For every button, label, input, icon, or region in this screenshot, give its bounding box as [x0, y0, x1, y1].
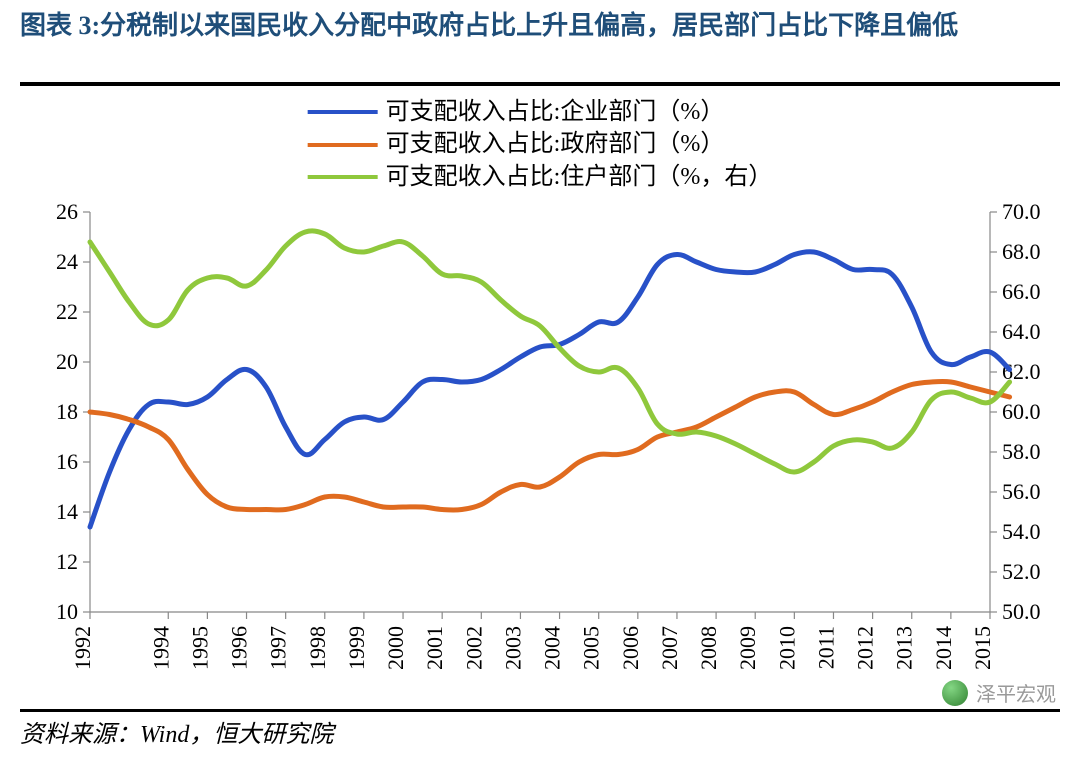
svg-text:1996: 1996 [227, 626, 252, 670]
svg-text:54.0: 54.0 [1002, 519, 1041, 544]
legend-item: 可支配收入占比:住户部门（%，右） [308, 161, 773, 193]
svg-text:2001: 2001 [422, 626, 447, 670]
chart-title: 图表 3:分税制以来国民收入分配中政府占比上升且偏高，居民部门占比下降且偏低 [20, 8, 1060, 43]
series-government [90, 381, 1010, 510]
svg-text:1992: 1992 [70, 626, 95, 670]
legend-label: 可支配收入占比:企业部门（%） [386, 96, 725, 128]
legend-item: 可支配收入占比:政府部门（%） [308, 128, 773, 160]
svg-text:26: 26 [56, 199, 78, 224]
watermark: 泽平宏观 [942, 678, 1056, 707]
source-divider [20, 709, 1060, 712]
svg-text:1995: 1995 [187, 626, 212, 670]
svg-text:2014: 2014 [931, 626, 956, 670]
svg-text:68.0: 68.0 [1002, 239, 1041, 264]
svg-text:1997: 1997 [266, 626, 291, 670]
svg-text:2006: 2006 [618, 626, 643, 670]
svg-text:60.0: 60.0 [1002, 399, 1041, 424]
svg-text:14: 14 [56, 499, 78, 524]
legend-label: 可支配收入占比:住户部门（%，右） [386, 161, 773, 193]
watermark-text: 泽平宏观 [976, 678, 1056, 707]
svg-text:52.0: 52.0 [1002, 559, 1041, 584]
svg-text:18: 18 [56, 399, 78, 424]
svg-text:2008: 2008 [696, 626, 721, 670]
svg-text:2007: 2007 [657, 626, 682, 670]
legend-swatch-household [308, 175, 378, 179]
svg-text:2013: 2013 [892, 626, 917, 670]
legend-swatch-government [308, 143, 378, 147]
legend-label: 可支配收入占比:政府部门（%） [386, 128, 725, 160]
svg-text:1994: 1994 [148, 626, 173, 670]
svg-text:58.0: 58.0 [1002, 439, 1041, 464]
svg-text:1998: 1998 [305, 626, 330, 670]
svg-text:2005: 2005 [579, 626, 604, 670]
svg-text:2015: 2015 [970, 626, 995, 670]
svg-text:50.0: 50.0 [1002, 599, 1041, 624]
legend-swatch-enterprise [308, 110, 378, 114]
svg-text:62.0: 62.0 [1002, 359, 1041, 384]
svg-text:24: 24 [56, 249, 78, 274]
title-divider [20, 82, 1060, 86]
svg-text:2000: 2000 [383, 626, 408, 670]
svg-text:2009: 2009 [735, 626, 760, 670]
svg-text:2010: 2010 [774, 626, 799, 670]
watermark-icon [942, 680, 968, 706]
svg-text:70.0: 70.0 [1002, 199, 1041, 224]
svg-text:20: 20 [56, 349, 78, 374]
svg-text:64.0: 64.0 [1002, 319, 1041, 344]
svg-text:2002: 2002 [461, 626, 486, 670]
svg-text:66.0: 66.0 [1002, 279, 1041, 304]
svg-text:22: 22 [56, 299, 78, 324]
svg-text:2003: 2003 [500, 626, 525, 670]
svg-text:56.0: 56.0 [1002, 479, 1041, 504]
svg-text:2012: 2012 [853, 626, 878, 670]
svg-text:2004: 2004 [540, 626, 565, 670]
svg-text:12: 12 [56, 549, 78, 574]
chart-area: 可支配收入占比:企业部门（%） 可支配收入占比:政府部门（%） 可支配收入占比:… [20, 92, 1060, 692]
svg-text:2011: 2011 [813, 626, 838, 669]
svg-text:1999: 1999 [344, 626, 369, 670]
legend-item: 可支配收入占比:企业部门（%） [308, 96, 773, 128]
svg-text:10: 10 [56, 599, 78, 624]
source-text: 资料来源：Wind，恒大研究院 [20, 714, 1060, 749]
legend: 可支配收入占比:企业部门（%） 可支配收入占比:政府部门（%） 可支配收入占比:… [308, 96, 773, 193]
svg-text:16: 16 [56, 449, 78, 474]
